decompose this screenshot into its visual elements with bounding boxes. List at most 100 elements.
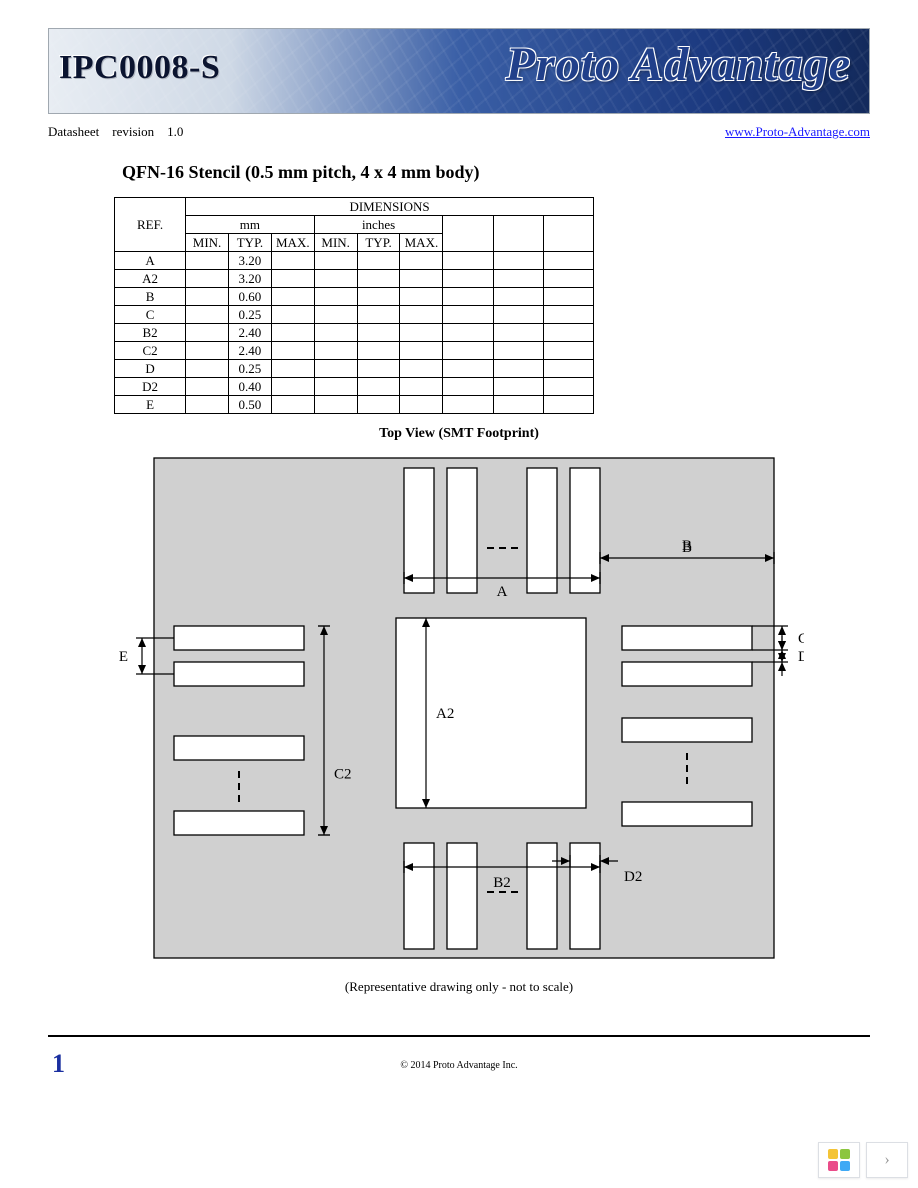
value-cell: 0.25 bbox=[228, 360, 271, 378]
unit-mm: mm bbox=[186, 216, 315, 234]
value-cell bbox=[186, 378, 229, 396]
value-cell bbox=[314, 270, 357, 288]
revision-label: revision bbox=[112, 124, 154, 139]
page-title: QFN-16 Stencil (0.5 mm pitch, 4 x 4 mm b… bbox=[122, 162, 804, 183]
value-cell bbox=[357, 396, 400, 414]
value-cell bbox=[357, 360, 400, 378]
value-cell: 0.40 bbox=[228, 378, 271, 396]
value-cell: 0.50 bbox=[228, 396, 271, 414]
brand-name: Proto Advantage bbox=[506, 37, 851, 92]
value-cell bbox=[314, 360, 357, 378]
ref-cell: A2 bbox=[115, 270, 186, 288]
meta-left: Datasheet revision 1.0 bbox=[48, 124, 183, 140]
value-cell bbox=[186, 270, 229, 288]
value-cell: 0.25 bbox=[228, 306, 271, 324]
meta-right: www.Proto-Advantage.com bbox=[725, 124, 870, 140]
ref-cell: A bbox=[115, 252, 186, 270]
ref-header: REF. bbox=[115, 198, 186, 252]
value-cell bbox=[443, 324, 493, 342]
value-cell bbox=[443, 252, 493, 270]
value-cell bbox=[493, 306, 543, 324]
value-cell bbox=[271, 342, 314, 360]
value-cell: 2.40 bbox=[228, 324, 271, 342]
value-cell bbox=[271, 252, 314, 270]
table-row: E 0.50 bbox=[115, 396, 594, 414]
value-cell bbox=[400, 270, 443, 288]
sub-typ2: TYP. bbox=[357, 234, 400, 252]
value-cell bbox=[443, 342, 493, 360]
value-cell bbox=[186, 252, 229, 270]
value-cell bbox=[543, 306, 593, 324]
table-row: C22.40 bbox=[115, 342, 594, 360]
value-cell bbox=[186, 306, 229, 324]
svg-text:B2: B2 bbox=[493, 875, 511, 891]
value-cell bbox=[271, 324, 314, 342]
value-cell bbox=[543, 288, 593, 306]
datasheet-label: Datasheet bbox=[48, 124, 99, 139]
sub-min2: MIN. bbox=[314, 234, 357, 252]
svg-text:C: C bbox=[798, 631, 804, 647]
nav-next-button[interactable]: › bbox=[866, 1142, 908, 1178]
value-cell bbox=[357, 324, 400, 342]
ref-cell: D2 bbox=[115, 378, 186, 396]
ref-cell: B bbox=[115, 288, 186, 306]
website-link[interactable]: www.Proto-Advantage.com bbox=[725, 124, 870, 139]
header-banner: IPC0008-S Proto Advantage bbox=[48, 28, 870, 114]
value-cell bbox=[543, 396, 593, 414]
diagram-caption: (Representative drawing only - not to sc… bbox=[114, 979, 804, 995]
value-cell bbox=[400, 288, 443, 306]
table-row: A23.20 bbox=[115, 270, 594, 288]
value-cell bbox=[543, 360, 593, 378]
value-cell bbox=[186, 396, 229, 414]
value-cell bbox=[357, 306, 400, 324]
sub-min: MIN. bbox=[186, 234, 229, 252]
value-cell bbox=[186, 342, 229, 360]
ref-cell: B2 bbox=[115, 324, 186, 342]
value-cell bbox=[493, 342, 543, 360]
ref-cell: E bbox=[115, 396, 186, 414]
value-cell bbox=[443, 270, 493, 288]
value-cell bbox=[186, 324, 229, 342]
value-cell bbox=[186, 360, 229, 378]
table-row: C0.25 bbox=[115, 306, 594, 324]
value-cell bbox=[357, 270, 400, 288]
value-cell bbox=[543, 324, 593, 342]
ref-cell: D bbox=[115, 360, 186, 378]
dimensions-table: REF. DIMENSIONS mm inches MIN. TYP. MAX.… bbox=[114, 197, 594, 414]
ref-cell: C2 bbox=[115, 342, 186, 360]
value-cell bbox=[543, 342, 593, 360]
value-cell bbox=[314, 342, 357, 360]
unit-inches: inches bbox=[314, 216, 443, 234]
blank-header bbox=[543, 216, 593, 252]
topview-label: Top View (SMT Footprint) bbox=[114, 426, 804, 442]
value-cell bbox=[493, 324, 543, 342]
svg-text:D: D bbox=[798, 649, 804, 665]
value-cell bbox=[314, 378, 357, 396]
value-cell bbox=[493, 396, 543, 414]
value-cell bbox=[271, 378, 314, 396]
sub-max: MAX. bbox=[271, 234, 314, 252]
sub-max2: MAX. bbox=[400, 234, 443, 252]
svg-text:B: B bbox=[682, 538, 692, 554]
value-cell bbox=[400, 252, 443, 270]
value-cell bbox=[271, 360, 314, 378]
svg-text:A2: A2 bbox=[436, 706, 454, 722]
svg-text:E: E bbox=[119, 649, 128, 665]
value-cell bbox=[357, 378, 400, 396]
value-cell bbox=[314, 252, 357, 270]
value-cell bbox=[186, 288, 229, 306]
value-cell bbox=[271, 288, 314, 306]
nav-logo-icon[interactable] bbox=[818, 1142, 860, 1178]
value-cell bbox=[314, 396, 357, 414]
footprint-diagram: ABBCDEC2A2B2D2 bbox=[114, 448, 804, 973]
value-cell bbox=[400, 306, 443, 324]
value-cell bbox=[271, 306, 314, 324]
value-cell bbox=[357, 288, 400, 306]
table-row: B2 2.40 bbox=[115, 324, 594, 342]
revision-value: 1.0 bbox=[167, 124, 183, 139]
value-cell bbox=[493, 252, 543, 270]
sub-typ: TYP. bbox=[228, 234, 271, 252]
value-cell bbox=[400, 378, 443, 396]
value-cell bbox=[543, 252, 593, 270]
value-cell bbox=[271, 270, 314, 288]
